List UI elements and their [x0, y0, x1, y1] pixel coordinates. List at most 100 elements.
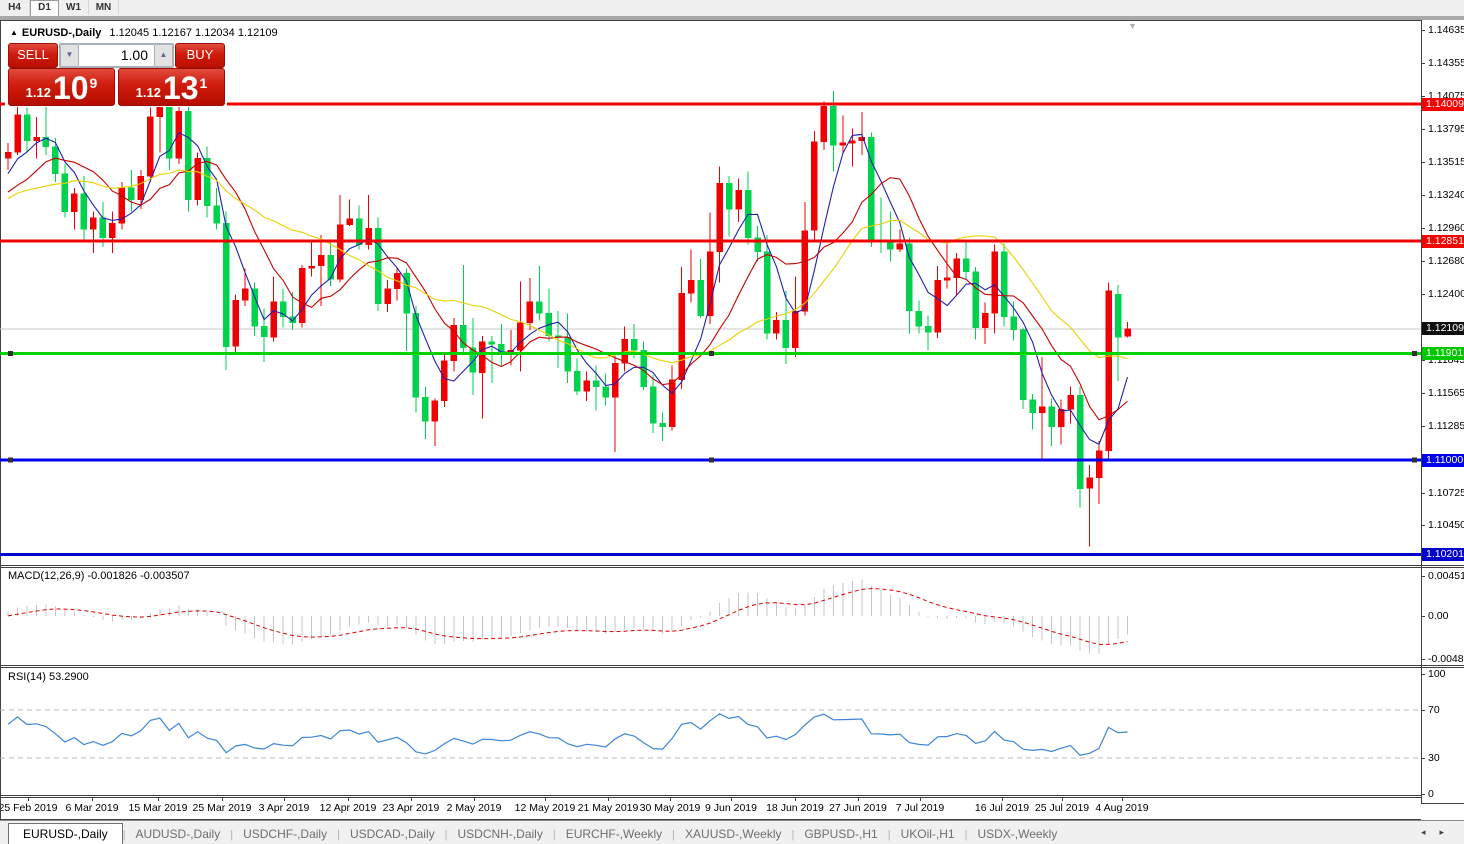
axis-tick-label: 100 [1428, 668, 1446, 680]
macd-panel-divider[interactable] [0, 565, 1464, 566]
price-axis[interactable]: 1.14635 1.14355 1.14075 1.13795 1.13515 1.132… [1421, 20, 1464, 820]
axis-tick [1421, 794, 1425, 795]
date-label: 18 Jun 2019 [766, 802, 824, 814]
buy-price-prefix: 1.12 [135, 85, 161, 100]
axis-tick [1421, 294, 1425, 295]
buy-price-pip: 1 [199, 75, 208, 91]
volume-increase-button[interactable]: ▲ [154, 44, 173, 67]
axis-tick [1421, 63, 1425, 64]
rsi-indicator-label: RSI(14) 53.2900 [8, 671, 89, 683]
axis-tick-label: 1.10725 [1428, 487, 1464, 499]
axis-tick-label: 1.11285 [1428, 420, 1464, 432]
chart-shift-marker-icon: ▼ [1128, 21, 1137, 31]
date-label: 23 Apr 2019 [382, 802, 440, 814]
date-axis-divider [0, 795, 1421, 796]
sell-price-prefix: 1.12 [25, 85, 51, 100]
rsi-panel-divider[interactable] [0, 665, 1464, 666]
chart-tab-usdchf-daily[interactable]: USDCHF-,Daily [243, 827, 328, 841]
symbol-tab-bar: EURUSD-,Daily | AUDUSD-,Daily | USDCHF-,Dail… [0, 820, 1464, 844]
date-label: 25 Jul 2019 [1034, 802, 1090, 814]
chart-tab-xauusd-weekly[interactable]: XAUUSD-,Weekly [685, 827, 782, 841]
tab-separator: | [122, 829, 126, 841]
sell-price-button[interactable]: 1.12 10 9 [8, 68, 115, 106]
chart-tab-ukoil-h1[interactable]: UKOil-,H1 [900, 827, 955, 841]
price-badge: 1.12109 [1422, 322, 1464, 335]
tab-separator: | [552, 829, 556, 841]
axis-tick [1421, 659, 1425, 660]
date-tick [28, 798, 29, 801]
timeframe-button-mn[interactable]: MN [89, 0, 119, 15]
date-label: 25 Feb 2019 [0, 802, 58, 814]
rsi-panel-divider-2 [0, 667, 1464, 668]
sell-price-big: 10 [52, 70, 89, 106]
axis-tick-label: 1.14635 [1428, 24, 1464, 36]
date-tick [1122, 798, 1123, 801]
axis-tick [1421, 195, 1425, 196]
date-label: 12 May 2019 [514, 802, 576, 814]
date-tick [158, 798, 159, 801]
tab-separator: | [964, 829, 968, 841]
date-label: 21 May 2019 [577, 802, 639, 814]
chart-background [0, 20, 1464, 820]
chart-tab-gbpusd-h1[interactable]: GBPUSD-,H1 [804, 827, 878, 841]
sell-button[interactable]: SELL [8, 43, 58, 68]
chart-tab-audusd-daily[interactable]: AUDUSD-,Daily [135, 827, 221, 841]
tab-scroll-arrows[interactable]: ◂▸ [1421, 827, 1458, 838]
timeframe-button-h4[interactable]: H4 [0, 0, 30, 15]
axis-tick-label: 1.12680 [1428, 255, 1464, 267]
axis-tick [1421, 493, 1425, 494]
toolbar-divider [0, 16, 1464, 20]
axis-tick [1421, 162, 1425, 163]
date-label: 2 May 2019 [446, 802, 502, 814]
axis-tick-label: 1.11565 [1428, 387, 1464, 399]
buy-price-button[interactable]: 1.12 13 1 [118, 68, 225, 106]
tab-scroll-right-icon[interactable]: ▸ [1439, 827, 1458, 837]
date-axis[interactable]: 25 Feb 2019 6 Mar 2019 15 Mar 2019 25 Mar 2… [0, 798, 1421, 819]
macd-panel-divider-2 [0, 567, 1464, 568]
axis-tick [1421, 576, 1425, 577]
macd-indicator-label: MACD(12,26,9) -0.001826 -0.003507 [8, 570, 190, 582]
price-badge: 1.12851 [1422, 235, 1464, 248]
collapse-panel-icon[interactable]: ▲ [10, 28, 18, 37]
volume-decrease-button[interactable]: ▼ [60, 44, 79, 67]
tab-separator: | [444, 829, 448, 841]
date-axis-divider-2 [0, 797, 1421, 798]
timeframe-toolbar: H4 D1 W1 MN [0, 0, 1464, 17]
tab-scroll-left-icon[interactable]: ◂ [1420, 827, 1440, 837]
buy-button[interactable]: BUY [175, 43, 225, 68]
axis-separator [1421, 20, 1422, 803]
date-tick [348, 798, 349, 801]
date-tick [474, 798, 475, 801]
timeframe-button-d1[interactable]: D1 [30, 0, 59, 17]
symbol-period-label: EURUSD-,Daily [21, 27, 102, 39]
date-label: 15 Mar 2019 [128, 802, 188, 814]
axis-tick-label: 70 [1428, 704, 1440, 716]
axis-tick-label: 1.13795 [1428, 123, 1464, 135]
axis-tick-label: 30 [1428, 752, 1440, 764]
chart-tab-eurusd-daily[interactable]: EURUSD-,Daily [8, 823, 123, 844]
axis-tick [1421, 525, 1425, 526]
ohlc-values: 1.12045 1.12167 1.12034 1.12109 [109, 27, 278, 39]
timeframe-button-w1[interactable]: W1 [59, 0, 89, 15]
volume-stepper: ▼ 1.00 ▲ [59, 43, 174, 68]
axis-tick [1421, 261, 1425, 262]
chart-tab-usdcad-daily[interactable]: USDCAD-,Daily [349, 827, 435, 841]
date-tick [545, 798, 546, 801]
axis-corner-border [1421, 803, 1464, 804]
volume-input[interactable]: 1.00 [79, 44, 154, 67]
chart-border-left [0, 20, 1, 820]
date-label: 30 May 2019 [639, 802, 701, 814]
price-badge: 1.14009 [1422, 98, 1464, 111]
chart-border-bottom [0, 819, 1464, 820]
chart-tab-usdcnh-daily[interactable]: USDCNH-,Daily [457, 827, 543, 841]
date-label: 6 Mar 2019 [65, 802, 119, 814]
axis-tick-label: 1.13515 [1428, 156, 1464, 168]
axis-tick-label: 1.12960 [1428, 222, 1464, 234]
date-label: 3 Apr 2019 [258, 802, 310, 814]
chart-tab-usdx-weekly[interactable]: USDX-,Weekly [977, 827, 1058, 841]
chart-tab-eurchf-weekly[interactable]: EURCHF-,Weekly [565, 827, 663, 841]
price-chart-canvas[interactable] [0, 20, 1421, 820]
axis-tick [1421, 360, 1425, 361]
axis-tick-label: 1.14355 [1428, 57, 1464, 69]
date-tick [284, 798, 285, 801]
